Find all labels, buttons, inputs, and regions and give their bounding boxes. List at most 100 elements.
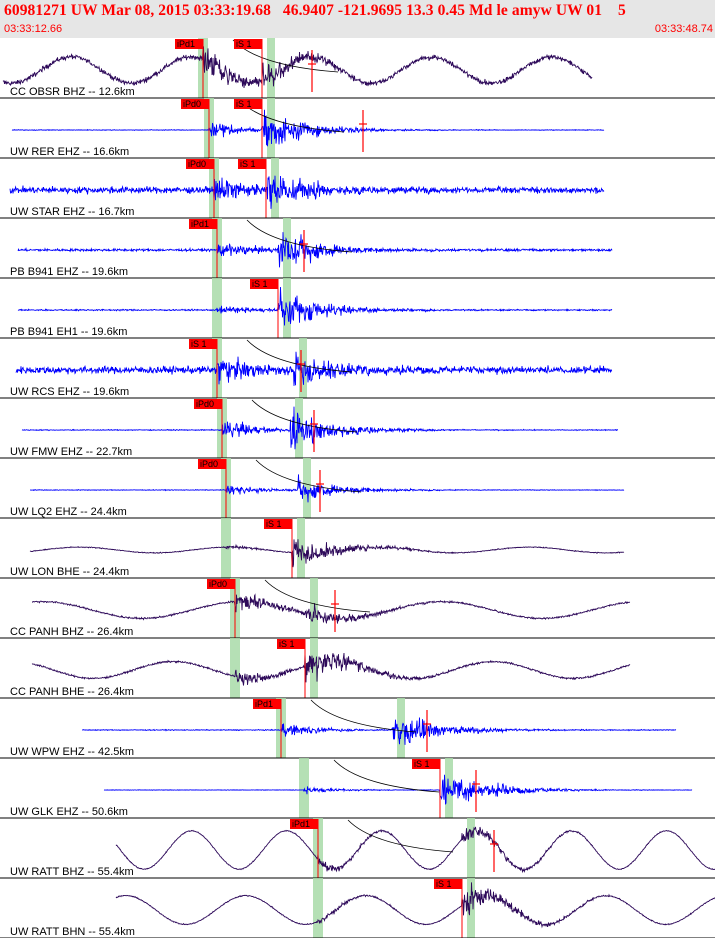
waveform-trace <box>29 539 625 568</box>
trace-row: iS 1 CC PANH BHE -- 26.4km <box>0 638 715 699</box>
event-title: 60981271 UW Mar 08, 2015 03:33:19.68 46.… <box>4 2 626 19</box>
waveform-trace <box>30 474 625 503</box>
trace-row: iS 1 PB B941 EH1 -- 19.6km <box>0 278 715 339</box>
trace-label: CC OBSR BHZ -- 12.6km <box>10 86 135 98</box>
waveform-trace <box>15 351 613 386</box>
trace-row: iPd0 UW FMW EHZ -- 22.7km <box>0 398 715 459</box>
seismogram-plot[interactable]: iPd1 iS 1 CC OBSR BHZ -- 12.6km iPd0 iS 1 UW … <box>0 38 715 938</box>
travel-time-curve <box>264 579 371 613</box>
s-window-band <box>397 698 405 758</box>
travel-time-curve <box>310 699 417 733</box>
p-window-band <box>299 758 309 818</box>
s-window-band <box>299 338 307 398</box>
pick-box <box>175 39 203 49</box>
pick-label: iS 1 <box>191 339 207 349</box>
s-window-band <box>297 518 305 578</box>
waveform-trace <box>115 826 715 874</box>
pick-label: iS 1 <box>240 159 256 169</box>
pick-label: iPd1 <box>177 39 195 49</box>
pick-box <box>238 159 266 169</box>
trace-label: UW WPW EHZ -- 42.5km <box>10 746 134 758</box>
p-window-band <box>313 878 323 938</box>
trace-row: iS 1 UW RCS EHZ -- 19.6km <box>0 338 715 399</box>
pick-label: iS 1 <box>266 519 282 529</box>
trace-label: UW FMW EHZ -- 22.7km <box>10 446 132 458</box>
pick-box <box>412 759 440 769</box>
p-window-band <box>230 638 240 698</box>
trace-label: CC PANH BHE -- 26.4km <box>10 686 134 698</box>
trace-row: iPd0 CC PANH BHZ -- 26.4km <box>0 578 715 639</box>
pick-box <box>181 99 209 109</box>
pick-label: iS 1 <box>279 639 295 649</box>
trace-row: iS 1 UW RATT BHN -- 55.4km <box>0 878 715 938</box>
pick-label: iS 1 <box>236 99 252 109</box>
pick-box <box>198 459 226 469</box>
pick-box <box>250 279 278 289</box>
trace-row: iPd1 iS 1 CC OBSR BHZ -- 12.6km <box>0 38 715 99</box>
travel-time-curve <box>246 339 353 373</box>
s-window-band <box>283 218 291 278</box>
pick-box <box>194 399 222 409</box>
s-window-band <box>303 458 311 518</box>
pick-box <box>277 639 305 649</box>
pick-box <box>186 159 214 169</box>
pick-box <box>189 339 217 349</box>
pick-box <box>253 699 281 709</box>
waveform-trace <box>103 774 693 805</box>
pick-label: iPd1 <box>292 819 310 829</box>
trace-label: UW RCS EHZ -- 19.6km <box>10 386 129 398</box>
end-time: 03:33:48.74 <box>654 23 713 35</box>
trace-row: iPd1 PB B941 EHZ -- 19.6km <box>0 218 715 279</box>
trace-row: iPd0 UW LQ2 EHZ -- 24.4km <box>0 458 715 519</box>
trace-label: CC PANH BHZ -- 26.4km <box>10 626 133 638</box>
trace-label: UW RATT BHN -- 55.4km <box>10 926 135 938</box>
pick-box <box>207 579 235 589</box>
travel-time-curve <box>255 459 362 493</box>
event-header: 60981271 UW Mar 08, 2015 03:33:19.68 46.… <box>0 0 715 38</box>
s-window-band <box>467 878 475 938</box>
pick-label: iPd0 <box>196 399 214 409</box>
pick-box <box>234 39 262 49</box>
pick-label: iS 1 <box>236 39 252 49</box>
pick-label: iPd0 <box>183 99 201 109</box>
waveform-trace <box>82 717 677 745</box>
s-window-band <box>467 818 475 878</box>
waveform-trace <box>31 652 631 686</box>
trace-row: iPd1 UW WPW EHZ -- 42.5km <box>0 698 715 759</box>
pick-box <box>434 879 462 889</box>
waveform-trace <box>17 286 613 326</box>
pick-label: iPd0 <box>188 159 206 169</box>
trace-row: iPd0 iS 1 UW RER EHZ -- 16.6km <box>0 98 715 159</box>
s-window-band <box>310 638 318 698</box>
seismogram-panel[interactable]: iPd1 iS 1 CC OBSR BHZ -- 12.6km iPd0 iS 1 UW … <box>0 38 715 938</box>
waveform-trace <box>11 109 605 147</box>
trace-label: PB B941 EHZ -- 19.6km <box>10 266 128 278</box>
pick-label: iPd1 <box>191 219 209 229</box>
waveform-trace <box>115 882 715 929</box>
pick-label: iS 1 <box>414 759 430 769</box>
waveform-trace <box>2 46 593 89</box>
waveform-trace <box>17 232 613 268</box>
pick-box <box>234 99 262 109</box>
trace-label: PB B941 EH1 -- 19.6km <box>10 326 127 338</box>
waveform-trace <box>32 593 631 624</box>
travel-time-curve <box>347 819 454 853</box>
travel-time-curve <box>333 759 440 793</box>
trace-label: UW RER EHZ -- 16.6km <box>10 146 129 158</box>
trace-label: UW LON BHE -- 24.4km <box>10 566 129 578</box>
pick-label: iPd0 <box>200 459 218 469</box>
trace-label: UW RATT BHZ -- 55.4km <box>10 866 134 878</box>
travel-time-curve <box>246 219 353 253</box>
trace-label: UW GLK EHZ -- 50.6km <box>10 806 128 818</box>
waveform-trace <box>9 175 605 209</box>
trace-row: iPd1 UW RATT BHZ -- 55.4km <box>0 818 715 879</box>
trace-row: iS 1 UW LON BHE -- 24.4km <box>0 518 715 579</box>
pick-box <box>189 219 217 229</box>
pick-box <box>264 519 292 529</box>
trace-row: iPd0 iS 1 UW STAR EHZ -- 16.7km <box>0 158 715 219</box>
travel-time-curve <box>251 399 358 433</box>
pick-box <box>290 819 318 829</box>
pick-label: iS 1 <box>252 279 268 289</box>
trace-row: iS 1 UW GLK EHZ -- 50.6km <box>0 758 715 819</box>
pick-label: iPd1 <box>255 699 273 709</box>
